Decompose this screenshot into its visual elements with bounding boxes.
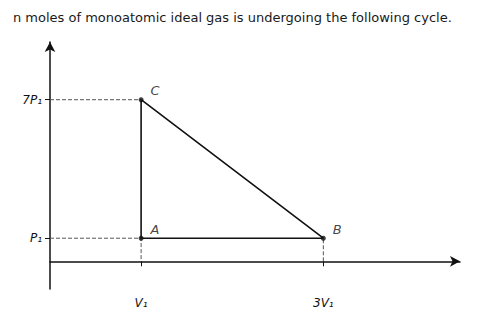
svg-text:V₁: V₁ [135,296,148,310]
svg-text:A: A [150,222,160,237]
svg-text:7P₁: 7P₁ [22,93,42,107]
svg-text:P₁: P₁ [30,231,42,245]
svg-text:B: B [333,222,342,237]
svg-text:n moles of monoatomic ideal ga: n moles of monoatomic ideal gas is under… [13,10,452,25]
svg-text:3V₁: 3V₁ [313,296,334,310]
svg-text:C: C [151,83,161,98]
